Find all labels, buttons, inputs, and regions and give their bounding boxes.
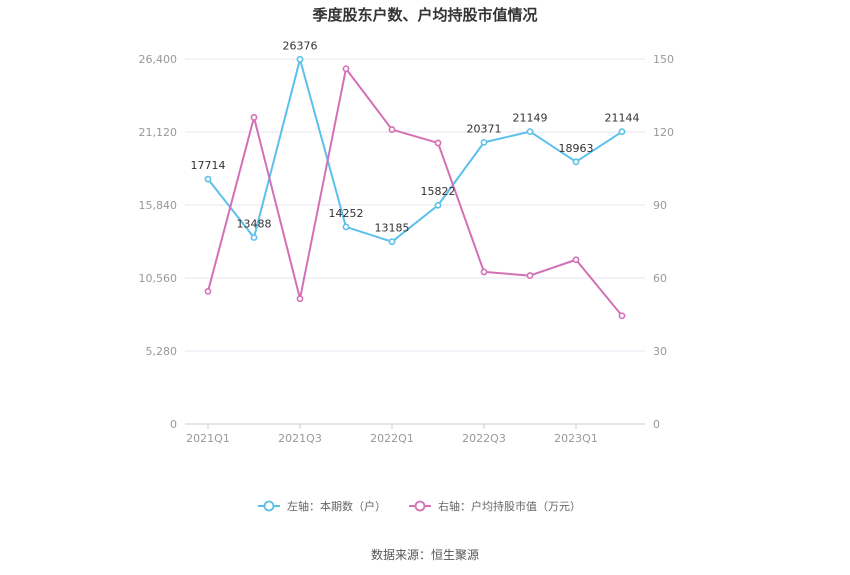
data-label: 13185 [375, 222, 410, 235]
x-tick-label: 2022Q1 [370, 432, 414, 445]
x-tick-label: 2023Q1 [554, 432, 598, 445]
y-left-tick-label: 15,840 [139, 199, 178, 212]
data-label: 21149 [513, 112, 548, 125]
data-label: 26376 [283, 39, 318, 52]
y-right-tick-label: 150 [653, 53, 674, 66]
x-tick-label: 2021Q1 [186, 432, 230, 445]
holders-point [434, 201, 442, 209]
source-note: 数据来源：恒生聚源 [371, 547, 479, 562]
y-right-tick-label: 120 [653, 126, 674, 139]
grid-layer [185, 58, 645, 425]
data-label: 13488 [237, 218, 272, 231]
holders-point [388, 238, 396, 246]
axis-layer: 0 0 5,280 30 10,560 60 15,840 90 21,120 120 26,400… [139, 53, 675, 445]
avg-value-point [526, 272, 534, 279]
y-left-tick-label: 26,400 [139, 53, 178, 66]
data-label-layer: 17714 13488 26376 14252 13185 15822 20371 21149… [191, 39, 640, 234]
y-left-tick-label: 21,120 [139, 126, 178, 139]
legend-marker-icon [263, 500, 275, 512]
avg-value-point [434, 139, 442, 147]
holders-point [572, 158, 580, 166]
avg-value-point [296, 295, 304, 303]
x-tick-label: 2021Q3 [278, 432, 322, 445]
holders-point [480, 138, 488, 146]
data-label: 15822 [421, 185, 456, 198]
y-left-tick-label: 10,560 [139, 272, 178, 285]
legend-label: 左轴：本期数（户） [287, 499, 386, 513]
data-label: 20371 [467, 122, 502, 135]
avg-value-point [480, 268, 488, 276]
holders-point [342, 223, 350, 231]
data-label: 21144 [605, 112, 640, 125]
holders-point [296, 55, 304, 63]
holders-point [204, 175, 212, 183]
data-label: 14252 [329, 207, 364, 220]
avg-value-point [204, 287, 212, 295]
legend: 左轴：本期数（户） 右轴：户均持股市值（万元） [258, 499, 581, 513]
holders-line [207, 58, 623, 243]
avg-value-point [618, 312, 626, 320]
y-right-tick-label: 60 [653, 272, 667, 285]
legend-label: 右轴：户均持股市值（万元） [438, 499, 581, 513]
y-left-tick-label: 0 [170, 418, 177, 431]
chart-title: 季度股东户数、户均持股市值情况 [312, 6, 537, 24]
avg-value-point [250, 114, 258, 121]
holders-point [526, 128, 534, 135]
series-layer [204, 55, 626, 320]
data-label: 17714 [191, 159, 226, 172]
avg-value-line [207, 67, 623, 317]
avg-value-point [388, 126, 396, 133]
y-left-tick-label: 5,280 [146, 345, 178, 358]
x-tick-label: 2022Q3 [462, 432, 506, 445]
data-label: 18963 [559, 142, 594, 155]
y-right-tick-label: 90 [653, 199, 667, 212]
legend-marker-icon [414, 500, 426, 512]
avg-value-point [342, 65, 350, 73]
holders-point [618, 128, 626, 136]
y-right-tick-label: 30 [653, 345, 667, 358]
avg-value-point [572, 256, 580, 264]
holders-point [250, 234, 258, 241]
y-right-tick-label: 0 [653, 418, 660, 431]
